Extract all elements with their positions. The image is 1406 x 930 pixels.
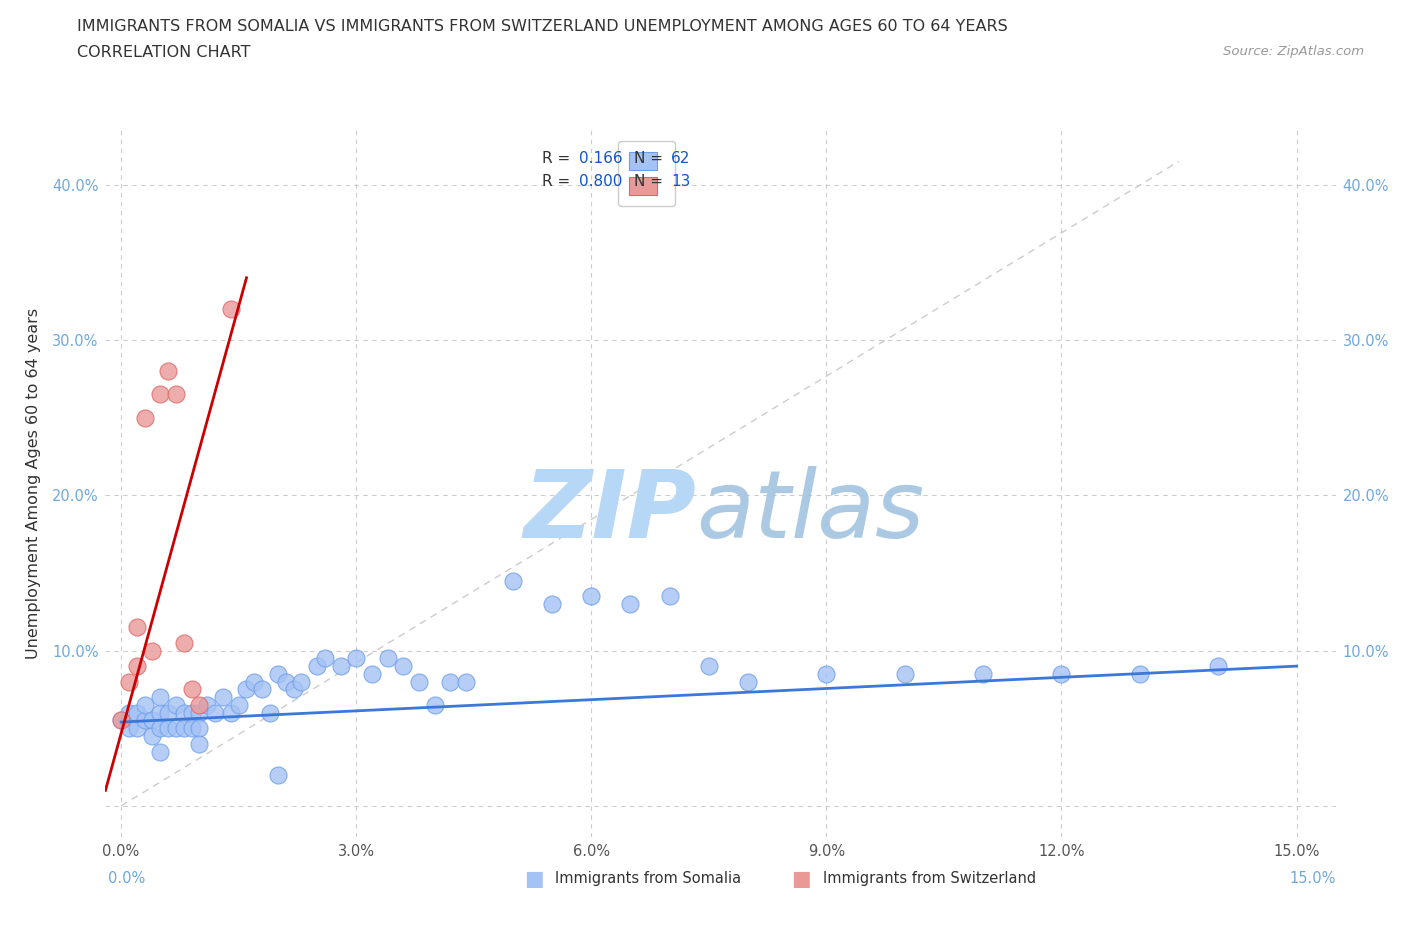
Text: R =: R = xyxy=(543,174,575,189)
Point xyxy=(228,698,250,712)
Text: 13: 13 xyxy=(672,174,690,189)
Point xyxy=(180,682,202,697)
Point xyxy=(267,667,290,682)
Point xyxy=(173,635,195,650)
Point xyxy=(149,387,172,402)
Point xyxy=(110,713,132,728)
Legend: , : , xyxy=(619,141,675,206)
Point xyxy=(502,573,524,588)
Text: N =: N = xyxy=(634,174,668,189)
Text: CORRELATION CHART: CORRELATION CHART xyxy=(77,45,250,60)
Point xyxy=(125,620,148,635)
Text: 62: 62 xyxy=(672,151,690,166)
Point xyxy=(188,721,211,736)
Point xyxy=(392,658,415,673)
Text: 15.0%: 15.0% xyxy=(1289,871,1336,886)
Point xyxy=(259,705,281,720)
Point xyxy=(125,721,148,736)
Point xyxy=(125,658,148,673)
Point xyxy=(134,698,156,712)
Point xyxy=(377,651,399,666)
Point xyxy=(165,387,187,402)
Point xyxy=(125,705,148,720)
Point xyxy=(157,721,180,736)
Point xyxy=(329,658,352,673)
Point xyxy=(118,674,141,689)
Point xyxy=(173,705,195,720)
Point xyxy=(149,705,172,720)
Point xyxy=(619,596,641,611)
Point xyxy=(149,721,172,736)
Text: Immigrants from Switzerland: Immigrants from Switzerland xyxy=(823,871,1036,886)
Point xyxy=(180,705,202,720)
Point xyxy=(188,737,211,751)
Point xyxy=(658,589,681,604)
Text: atlas: atlas xyxy=(696,466,924,557)
Point xyxy=(454,674,477,689)
Point xyxy=(1129,667,1152,682)
Point xyxy=(195,698,218,712)
Point xyxy=(250,682,273,697)
Point xyxy=(212,690,235,705)
Text: 0.166: 0.166 xyxy=(579,151,623,166)
Text: ■: ■ xyxy=(792,869,811,889)
Y-axis label: Unemployment Among Ages 60 to 64 years: Unemployment Among Ages 60 to 64 years xyxy=(25,308,41,659)
Point xyxy=(541,596,564,611)
Point xyxy=(439,674,461,689)
Point xyxy=(423,698,446,712)
Point xyxy=(134,713,156,728)
Point xyxy=(165,698,187,712)
Point xyxy=(305,658,328,673)
Point xyxy=(893,667,915,682)
Text: ■: ■ xyxy=(524,869,544,889)
Point xyxy=(157,705,180,720)
Point xyxy=(219,301,242,316)
Point xyxy=(180,721,202,736)
Point xyxy=(173,721,195,736)
Point xyxy=(141,713,163,728)
Point xyxy=(149,744,172,759)
Point xyxy=(118,705,141,720)
Point xyxy=(188,705,211,720)
Point xyxy=(141,644,163,658)
Text: 0.800: 0.800 xyxy=(579,174,623,189)
Point xyxy=(110,713,132,728)
Point xyxy=(204,705,226,720)
Text: N =: N = xyxy=(634,151,668,166)
Point xyxy=(697,658,720,673)
Point xyxy=(972,667,994,682)
Point xyxy=(149,690,172,705)
Point xyxy=(141,728,163,743)
Point xyxy=(1050,667,1073,682)
Point xyxy=(408,674,430,689)
Text: Immigrants from Somalia: Immigrants from Somalia xyxy=(555,871,741,886)
Point xyxy=(1206,658,1229,673)
Point xyxy=(737,674,759,689)
Point xyxy=(581,589,603,604)
Point xyxy=(165,721,187,736)
Point xyxy=(243,674,266,689)
Point xyxy=(235,682,257,697)
Point xyxy=(118,721,141,736)
Point xyxy=(219,705,242,720)
Point xyxy=(290,674,312,689)
Text: ZIP: ZIP xyxy=(523,466,696,558)
Point xyxy=(134,410,156,425)
Point xyxy=(360,667,382,682)
Text: Source: ZipAtlas.com: Source: ZipAtlas.com xyxy=(1223,45,1364,58)
Text: R =: R = xyxy=(543,151,575,166)
Point xyxy=(267,767,290,782)
Point xyxy=(274,674,297,689)
Point xyxy=(314,651,336,666)
Point xyxy=(188,698,211,712)
Text: 0.0%: 0.0% xyxy=(108,871,145,886)
Text: IMMIGRANTS FROM SOMALIA VS IMMIGRANTS FROM SWITZERLAND UNEMPLOYMENT AMONG AGES 6: IMMIGRANTS FROM SOMALIA VS IMMIGRANTS FR… xyxy=(77,19,1008,33)
Point xyxy=(157,364,180,379)
Point xyxy=(815,667,838,682)
Point xyxy=(344,651,367,666)
Point xyxy=(283,682,305,697)
